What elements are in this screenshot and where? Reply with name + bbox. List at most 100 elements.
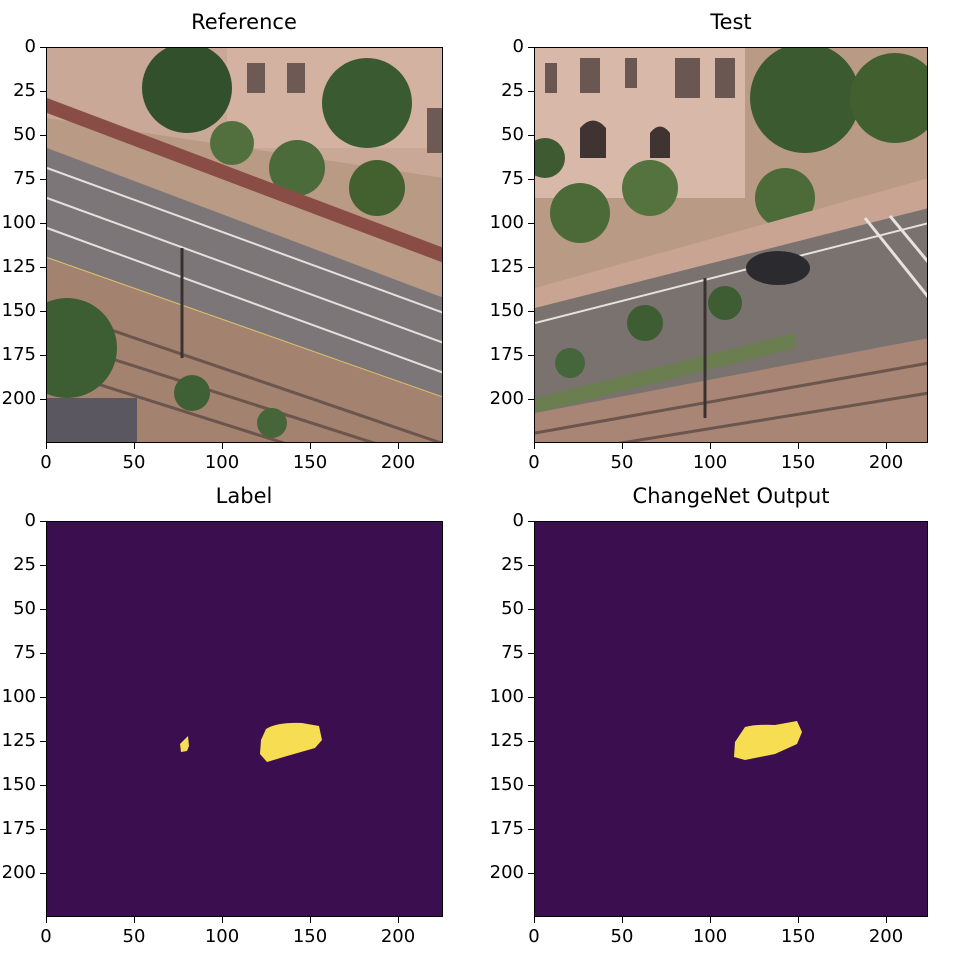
y-tick-label: 100	[489, 686, 524, 707]
x-tick-mark	[886, 443, 887, 449]
x-tick-mark	[798, 443, 799, 449]
x-tick-mark	[710, 443, 711, 449]
y-tick-mark	[528, 873, 534, 874]
x-tick-label: 200	[868, 926, 904, 947]
y-tick-label: 25	[13, 554, 36, 575]
y-tick-mark	[40, 697, 46, 698]
y-tick-label: 175	[489, 818, 524, 839]
x-tick-label: 50	[610, 926, 634, 947]
y-tick-mark	[528, 697, 534, 698]
y-tick-label: 175	[1, 818, 36, 839]
y-tick-label: 50	[13, 598, 36, 619]
y-tick-label: 25	[501, 554, 524, 575]
label-mask	[46, 521, 443, 917]
x-tick-mark	[46, 443, 47, 449]
y-tick-mark	[528, 741, 534, 742]
x-tick-mark	[222, 443, 223, 449]
x-tick-label: 150	[292, 926, 328, 947]
x-tick-mark	[886, 917, 887, 923]
x-tick-mark	[134, 443, 135, 449]
y-tick-mark	[528, 521, 534, 522]
y-tick-mark	[528, 47, 534, 48]
x-tick-label: 0	[40, 452, 52, 473]
mask-region-small	[180, 736, 189, 752]
y-tick-mark	[40, 223, 46, 224]
y-tick-label: 75	[501, 168, 524, 189]
y-tick-mark	[40, 179, 46, 180]
y-tick-label: 50	[13, 124, 36, 145]
x-tick-mark	[398, 443, 399, 449]
y-tick-label: 0	[24, 510, 36, 531]
y-tick-label: 150	[489, 300, 524, 321]
y-tick-mark	[40, 267, 46, 268]
y-tick-mark	[40, 135, 46, 136]
y-tick-label: 200	[489, 388, 524, 409]
y-tick-mark	[40, 521, 46, 522]
y-tick-mark	[528, 179, 534, 180]
y-tick-mark	[528, 609, 534, 610]
x-tick-label: 50	[122, 452, 146, 473]
x-tick-label: 100	[692, 926, 728, 947]
y-tick-label: 25	[501, 80, 524, 101]
y-tick-label: 125	[1, 256, 36, 277]
x-tick-mark	[798, 917, 799, 923]
y-tick-mark	[40, 565, 46, 566]
label-title: Label	[215, 484, 273, 508]
test-title: Test	[710, 10, 752, 34]
y-tick-mark	[528, 135, 534, 136]
y-tick-mark	[528, 653, 534, 654]
y-tick-mark	[528, 355, 534, 356]
y-tick-label: 100	[1, 212, 36, 233]
x-tick-mark	[134, 917, 135, 923]
y-tick-mark	[528, 785, 534, 786]
mask-region-car	[734, 721, 802, 760]
x-tick-mark	[310, 443, 311, 449]
y-tick-label: 150	[1, 300, 36, 321]
x-tick-label: 0	[528, 452, 540, 473]
y-tick-label: 200	[1, 862, 36, 883]
x-tick-mark	[534, 443, 535, 449]
x-tick-mark	[622, 917, 623, 923]
y-tick-mark	[528, 829, 534, 830]
x-tick-label: 200	[868, 452, 904, 473]
x-tick-label: 0	[528, 926, 540, 947]
x-tick-label: 100	[204, 452, 240, 473]
y-tick-label: 50	[501, 598, 524, 619]
x-tick-label: 200	[380, 452, 416, 473]
y-tick-mark	[528, 399, 534, 400]
x-tick-label: 100	[204, 926, 240, 947]
y-tick-mark	[528, 311, 534, 312]
x-tick-mark	[710, 917, 711, 923]
y-tick-label: 0	[512, 36, 524, 57]
mask-region-car	[260, 722, 322, 762]
y-tick-mark	[528, 223, 534, 224]
y-tick-mark	[40, 609, 46, 610]
y-tick-label: 150	[1, 774, 36, 795]
changenet-output-title: ChangeNet Output	[632, 484, 830, 508]
x-tick-mark	[310, 917, 311, 923]
y-tick-mark	[40, 741, 46, 742]
y-tick-mark	[40, 785, 46, 786]
x-tick-mark	[622, 443, 623, 449]
y-tick-mark	[528, 565, 534, 566]
y-tick-mark	[40, 355, 46, 356]
x-tick-label: 100	[692, 452, 728, 473]
y-tick-label: 0	[24, 36, 36, 57]
x-tick-mark	[46, 917, 47, 923]
y-tick-mark	[40, 91, 46, 92]
y-tick-label: 100	[489, 212, 524, 233]
changenet-output-mask	[534, 521, 928, 917]
test-image	[534, 47, 928, 443]
y-tick-label: 175	[1, 344, 36, 365]
y-tick-label: 200	[1, 388, 36, 409]
y-tick-label: 125	[489, 256, 524, 277]
mask-background	[47, 522, 442, 916]
y-tick-mark	[528, 91, 534, 92]
y-tick-mark	[40, 829, 46, 830]
x-tick-mark	[222, 917, 223, 923]
x-tick-label: 150	[292, 452, 328, 473]
y-tick-mark	[40, 873, 46, 874]
x-tick-mark	[398, 917, 399, 923]
reference-image	[46, 47, 443, 443]
y-tick-label: 50	[501, 124, 524, 145]
